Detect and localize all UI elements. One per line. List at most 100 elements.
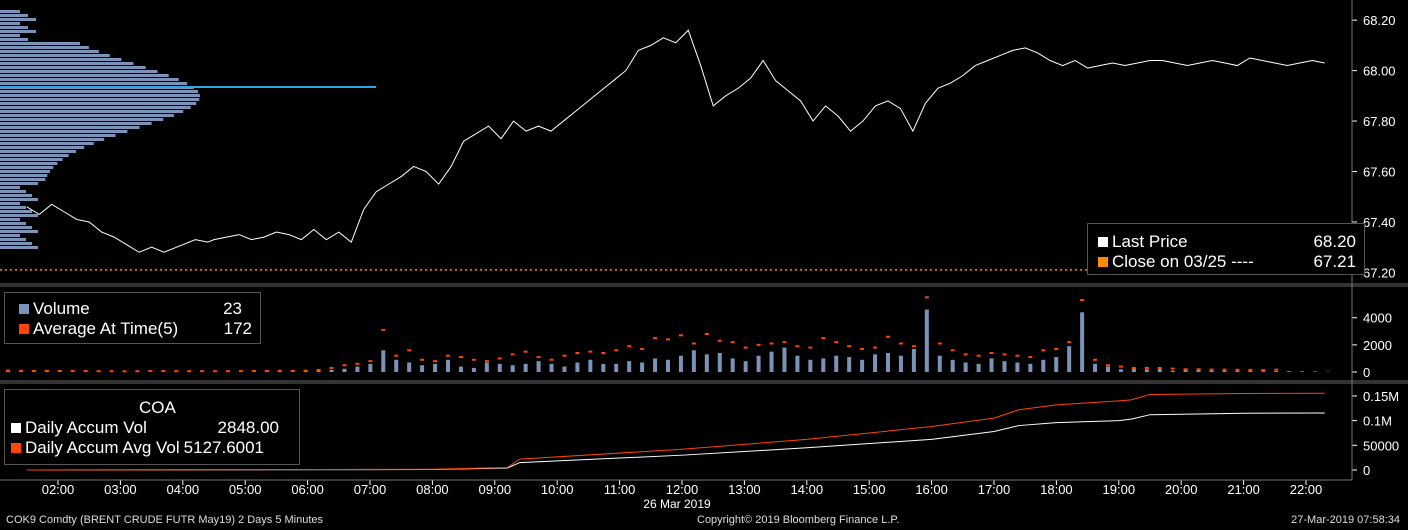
avg-marker <box>18 369 23 372</box>
volume-bar <box>355 366 360 372</box>
x-tick-label: 14:00 <box>791 482 824 497</box>
avg-marker <box>135 370 140 373</box>
profile-bar <box>0 194 32 197</box>
volume-tick-label: 0 <box>1363 365 1370 380</box>
avg-marker <box>1067 341 1072 344</box>
volume-bar <box>1067 346 1072 372</box>
profile-bar <box>0 214 38 217</box>
avg-marker <box>6 369 10 372</box>
profile-bar <box>0 82 188 85</box>
x-tick-label: 05:00 <box>229 482 262 497</box>
accum-avg-value: 5127.6001 <box>183 438 265 457</box>
profile-bar <box>0 222 26 225</box>
avg-marker <box>782 341 787 344</box>
avg-marker <box>536 356 541 359</box>
volume-tick-label: 4000 <box>1363 311 1392 326</box>
volume-bar <box>1054 357 1059 372</box>
profile-bar <box>0 70 158 73</box>
avg-marker <box>420 358 425 361</box>
avg-marker <box>704 333 709 335</box>
volume-bar <box>937 355 942 372</box>
volume-bar <box>1131 367 1136 372</box>
avg-marker <box>1106 364 1110 367</box>
avg-marker <box>187 370 192 373</box>
close-label: Close on 03/25 ---- <box>1112 252 1254 271</box>
avg-marker <box>1157 366 1162 369</box>
avg-marker <box>588 350 593 353</box>
avg-marker <box>83 370 88 373</box>
avg-marker <box>976 354 981 357</box>
profile-bar <box>0 106 191 109</box>
footer-timestamp: 27-Mar-2019 07:58:34 <box>1291 514 1400 526</box>
x-tick-label: 02:00 <box>42 482 75 497</box>
avg-marker <box>666 338 670 341</box>
profile-bar <box>0 54 110 57</box>
avg-label: Average At Time(5) <box>33 319 179 338</box>
accum-title: COA <box>139 398 176 417</box>
profile-bar <box>0 234 20 237</box>
volume-panel: 4000 2000 0 <box>6 296 1392 380</box>
price-legend: Last Price 68.20 Close on 03/25 ---- 67.… <box>1087 223 1365 275</box>
volume-bar <box>1041 359 1046 372</box>
profile-bar <box>0 218 20 221</box>
volume-bar <box>898 355 903 372</box>
accum-tick-label: 0.1M <box>1363 414 1392 429</box>
avg-marker <box>821 337 826 340</box>
volume-bar <box>368 363 373 372</box>
volume-bar <box>601 363 606 372</box>
avg-marker <box>407 349 412 352</box>
accum-avg-label: Daily Accum Avg Vol <box>25 438 180 457</box>
volume-bar <box>640 362 645 372</box>
accum-tick-label: 0.15M <box>1363 389 1399 404</box>
volume-bar <box>316 370 321 372</box>
volume-bar <box>1144 369 1149 372</box>
avg-marker <box>1093 358 1098 361</box>
avg-marker <box>614 349 619 352</box>
volume-bar <box>510 365 515 372</box>
profile-bar <box>0 182 38 185</box>
avg-marker <box>471 358 476 361</box>
volume-bar <box>808 359 813 372</box>
volume-bar <box>976 363 981 372</box>
accum-tick-label: 50000 <box>1363 438 1399 453</box>
volume-bar <box>433 363 438 372</box>
avg-marker <box>484 360 489 363</box>
price-tick-label: 67.20 <box>1363 265 1396 280</box>
footer-ticker: COK9 Comdty (BRENT CRUDE FUTR May19) 2 D… <box>6 514 324 526</box>
avg-marker <box>355 362 360 365</box>
avg-marker <box>937 342 942 345</box>
accum-legend: COA Daily Accum Vol 2848.00 Daily Accum … <box>4 389 300 465</box>
volume-bar <box>1222 370 1227 372</box>
x-tick-label: 06:00 <box>291 482 324 497</box>
avg-marker <box>808 346 813 349</box>
avg-marker <box>523 350 528 353</box>
avg-value: 172 <box>223 319 252 338</box>
profile-bar <box>0 134 116 137</box>
avg-marker <box>1170 367 1175 370</box>
x-tick-label: 15:00 <box>853 482 886 497</box>
profile-bar <box>0 154 69 157</box>
x-tick-label: 20:00 <box>1165 482 1198 497</box>
avg-marker <box>342 364 347 367</box>
volume-bar <box>795 355 800 372</box>
volume-bar <box>1170 370 1175 372</box>
accum-tick-label: 0 <box>1363 463 1370 478</box>
profile-bar <box>0 90 199 93</box>
avg-marker <box>238 370 243 373</box>
avg-marker <box>717 339 722 342</box>
avg-marker <box>653 337 658 340</box>
profile-bar <box>0 166 54 169</box>
profile-bar <box>0 162 58 165</box>
profile-bar <box>0 138 105 141</box>
profile-bar <box>0 186 20 189</box>
profile-bar <box>0 238 26 241</box>
avg-marker <box>756 343 761 346</box>
profile-bar <box>0 22 20 25</box>
x-tick-label: 13:00 <box>728 482 761 497</box>
profile-bar <box>0 190 26 193</box>
volume-legend: Volume 23 Average At Time(5) 172 <box>4 292 261 344</box>
volume-bar <box>989 358 994 372</box>
volume-bar <box>1157 368 1162 372</box>
volume-bar <box>1313 371 1318 372</box>
avg-marker <box>963 353 968 356</box>
